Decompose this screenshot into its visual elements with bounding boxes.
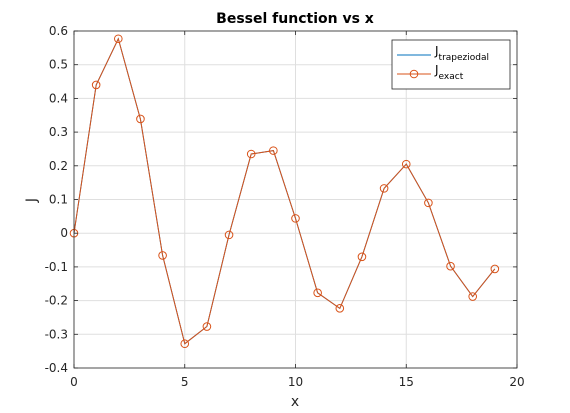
data-point-exact	[158, 251, 167, 260]
y-tick-label: 0	[60, 226, 68, 240]
data-point-exact	[202, 322, 212, 331]
y-tick-label: -0.2	[45, 294, 68, 308]
y-axis-label: J	[24, 198, 40, 203]
y-tick-label: 0.6	[49, 24, 68, 38]
y-tick-label: 0.4	[49, 91, 68, 105]
data-point-exact	[446, 261, 455, 271]
y-tick-label: 0.2	[49, 159, 68, 173]
y-tick-label: 0.3	[49, 125, 68, 139]
data-point-exact	[269, 146, 278, 155]
legend-main-trapeziodal: J	[434, 44, 439, 58]
data-point-exact	[468, 292, 478, 301]
data-point-exact	[246, 149, 256, 159]
data-point-exact	[291, 214, 300, 223]
data-point-exact	[136, 114, 145, 124]
y-tick-label: -0.4	[45, 361, 68, 375]
legend: Jtrapeziodal Jexact	[391, 39, 511, 90]
data-point-exact	[313, 288, 322, 298]
data-point-exact	[91, 80, 101, 90]
legend-sub-exact: exact	[439, 72, 464, 82]
x-tick-label: 10	[288, 375, 303, 389]
data-point-exact	[224, 230, 234, 240]
data-point-exact	[401, 159, 411, 169]
y-tick-label: 0.5	[49, 58, 68, 72]
legend-sub-trapeziodal: trapeziodal	[439, 53, 489, 63]
ticks: 0 5 10 15 20 -0.4 -0.3 -0.2 -0.1 0 0.1 0.2 0.3 0.4 0.5…	[45, 24, 525, 389]
y-tick-label: 0.1	[49, 193, 68, 207]
x-tick-label: 20	[509, 375, 524, 389]
legend-main-exact: J	[434, 63, 439, 77]
data-point-exact	[114, 34, 123, 44]
data-point-exact	[357, 252, 367, 262]
data-point-exact	[180, 339, 190, 349]
x-axis-label: x	[291, 394, 299, 410]
legend-label-trapeziodal: Jtrapeziodal	[434, 44, 489, 63]
legend-marker-exact	[409, 69, 419, 79]
x-tick-label: 15	[399, 375, 414, 389]
y-tick-label: -0.1	[45, 260, 68, 274]
data-point-exact	[335, 304, 345, 313]
data-point-exact	[490, 264, 500, 274]
legend-box	[391, 39, 511, 90]
x-tick-label: 5	[181, 375, 189, 389]
data-point-exact	[379, 184, 389, 193]
x-tick-label: 0	[70, 375, 78, 389]
series-line-exact	[73, 37, 496, 345]
data-point-exact	[424, 198, 433, 208]
legend-label-exact: Jexact	[434, 63, 464, 82]
chart-title: Bessel function vs x	[216, 11, 374, 27]
y-tick-label: -0.3	[45, 327, 68, 341]
